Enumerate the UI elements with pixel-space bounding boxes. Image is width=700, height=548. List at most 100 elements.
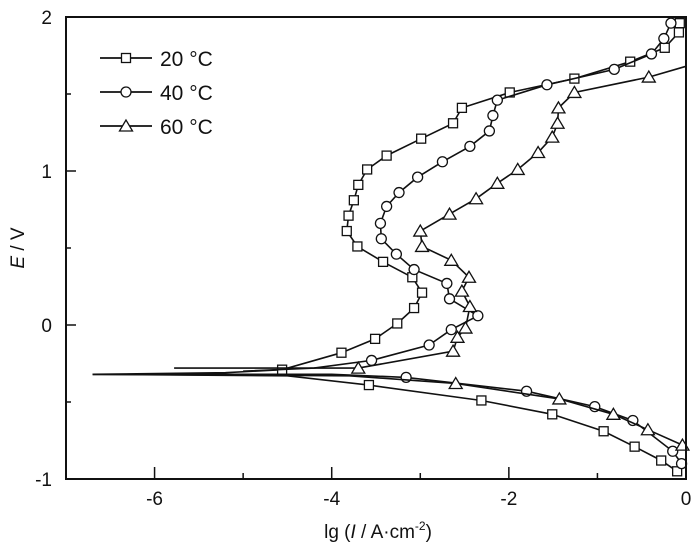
data-point-triangle [566,85,583,99]
data-point-circle [608,63,620,76]
data-point-square [381,150,392,161]
data-point-triangle [605,407,622,420]
data-point-square [343,210,354,221]
legend-circle-icon [120,86,132,98]
data-point-square [341,225,352,237]
data-point-circle [464,140,476,153]
data-point-square [348,195,360,206]
data-point-triangle [448,376,464,390]
data-point-circle [445,323,457,336]
x-tick-label: 0 [681,489,692,510]
data-point-circle [491,94,503,106]
data-point-square [353,179,364,191]
data-point-circle [393,186,405,199]
data-point-triangle [641,69,657,83]
x-tick-label: -6 [146,489,163,510]
legend-label: 60 °C [160,116,213,139]
data-point-circle [541,79,553,91]
data-point-triangle [462,299,478,313]
data-point-triangle [441,206,458,220]
data-point-triangle [674,437,691,451]
data-point-triangle [449,330,466,343]
data-point-square [674,18,685,29]
y-axis-label: E / V [8,227,29,269]
legend-triangle-icon [118,118,134,132]
data-point-square [476,395,487,406]
anodic-line [92,23,681,376]
legend: 20 °C 40 °C 60 °C [100,48,213,139]
data-point-circle [365,354,378,367]
anodic-tail-line [648,65,687,78]
data-point-circle [408,263,420,276]
data-point-square [673,27,685,38]
data-point-circle [380,200,393,213]
y-tick-label: -1 [35,470,52,491]
y-tick-label: 2 [41,8,52,29]
data-point-circle [374,217,387,230]
data-point-square [408,302,420,314]
data-point-circle [487,109,499,122]
data-point-square [598,426,609,437]
data-point-triangle [350,360,366,374]
data-point-square [656,455,667,466]
data-point-triangle [445,343,461,357]
data-point-square [336,347,347,358]
data-point-circle [483,125,496,137]
data-point-circle [375,233,387,245]
data-point-square [392,318,403,329]
data-point-circle [411,171,424,183]
anodic-line [174,76,649,369]
data-point-square [363,379,375,391]
data-point-circle [436,156,449,168]
legend-square-icon [120,52,132,64]
data-point-triangle [468,191,484,205]
data-point-triangle [443,253,459,266]
data-point-square [377,256,389,268]
data-point-triangle [457,320,474,334]
data-point-circle [645,48,658,60]
data-point-square [456,102,468,114]
legend-label: 40 °C [160,82,213,105]
data-point-circle [390,248,403,260]
data-point-square [352,241,363,252]
data-point-triangle [544,129,560,143]
data-point-triangle [640,422,656,436]
data-point-square [659,42,670,53]
anodic-line [243,22,672,372]
data-point-circle [441,277,453,290]
data-point-circle [423,339,435,351]
data-point-square [416,133,427,144]
data-point-square [361,164,373,175]
data-point-square [547,409,558,420]
x-tick-label: -4 [323,489,340,510]
data-point-triangle [489,176,505,189]
x-tick-label: -2 [500,489,517,510]
data-point-square [629,441,640,452]
data-point-circle [443,293,456,305]
cathodic-line [92,373,678,472]
data-point-triangle [461,269,477,283]
y-tick-label: 0 [41,316,52,337]
curves [92,17,691,477]
data-point-triangle [454,283,470,297]
data-point-triangle [551,391,567,405]
data-point-square [369,333,381,345]
data-point-triangle [530,145,546,159]
data-point-circle [667,445,679,457]
legend-label: 20 °C [160,48,213,71]
x-axis-label: lg (I / A·cm-2) [324,519,432,543]
axes: -6 -4 -2 0 -1 0 1 2 [35,8,691,510]
y-tick-label: 1 [41,162,52,183]
data-point-triangle [414,239,430,253]
series-60 [92,65,691,451]
data-point-square [416,287,428,298]
data-point-square [447,118,459,129]
data-point-triangle [550,100,567,114]
data-point-triangle [510,162,526,176]
data-point-circle [665,17,677,29]
data-point-circle [658,32,670,45]
data-point-circle [472,310,484,322]
data-point-triangle [412,223,428,237]
data-point-triangle [549,115,566,129]
